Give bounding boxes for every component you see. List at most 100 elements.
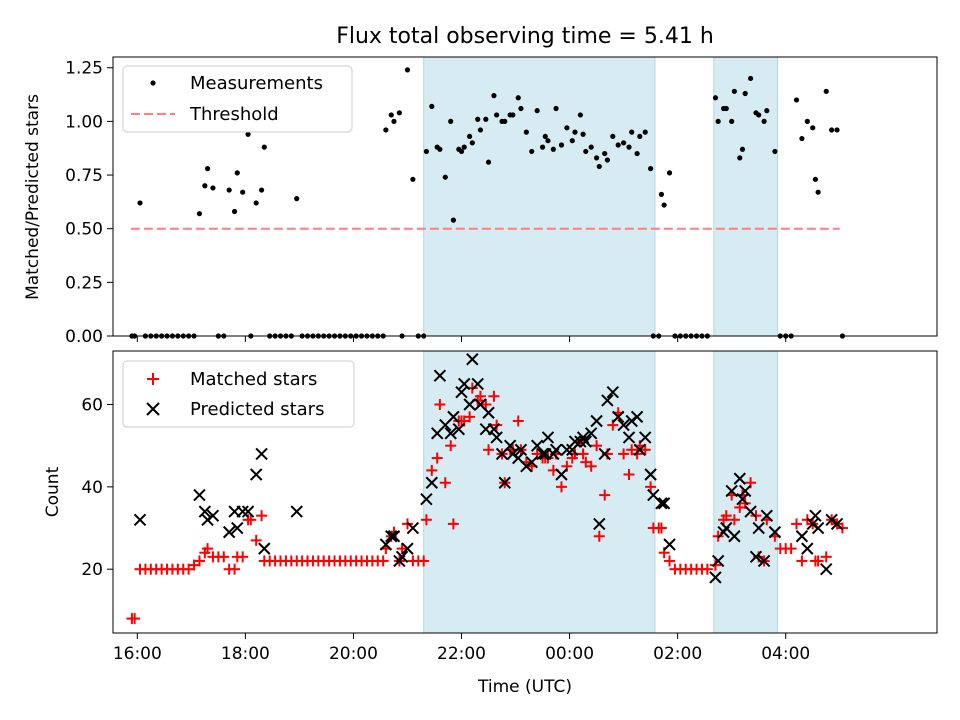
- measurement-point: [234, 170, 240, 176]
- measurement-point: [661, 202, 667, 208]
- predicted-star-point: [811, 521, 825, 535]
- measurement-point: [494, 112, 500, 118]
- matched-star-point: [474, 390, 486, 402]
- top-y-ticks: 0.00 0.25 0.50 0.75 1.00 1.25: [65, 59, 113, 347]
- predicted-star-point: [385, 530, 398, 543]
- measurement-point: [461, 144, 467, 150]
- measurement-point: [396, 110, 402, 116]
- measurement-point: [458, 148, 465, 155]
- predicted-star-point: [606, 385, 620, 399]
- x-axis-label: Time (UTC): [477, 677, 572, 697]
- predicted-star-point: [549, 443, 563, 457]
- measurement-point: [799, 135, 805, 142]
- predicted-star-point: [725, 484, 738, 498]
- predicted-star-point: [236, 505, 249, 518]
- measurement-point: [469, 140, 475, 146]
- y-tick-label: 1.25: [65, 59, 103, 79]
- predicted-star-point: [255, 447, 268, 461]
- top-legend: Measurements Threshold: [122, 65, 353, 133]
- measurement-point: [545, 138, 551, 144]
- bottom-shaded-region-0: [423, 350, 656, 634]
- predicted-star-point: [487, 423, 501, 436]
- x-tick-label: 00:00: [545, 644, 594, 664]
- matched-star-point: [796, 555, 808, 567]
- matched-star-point: [585, 460, 597, 472]
- measurement-point: [204, 166, 211, 172]
- measurement-point: [723, 105, 729, 112]
- matched-star-point: [639, 444, 651, 456]
- predicted-star-point: [760, 509, 774, 522]
- predicted-star-point: [795, 530, 809, 543]
- predicted-star-point: [258, 542, 271, 555]
- measurement-point: [580, 131, 586, 137]
- matched-star-point: [464, 411, 476, 423]
- matched-star-point: [377, 555, 389, 567]
- predicted-star-point: [611, 410, 625, 424]
- measurement-point: [210, 185, 216, 191]
- measurement-point: [294, 196, 300, 202]
- matched-star-point: [250, 534, 262, 546]
- measurement-point: [196, 211, 203, 217]
- top-shaded-region-1: [713, 56, 779, 337]
- x-tick-label: 22:00: [437, 644, 486, 664]
- y-tick-label: 0.00: [65, 327, 103, 347]
- bottom-legend-box: [122, 360, 355, 428]
- measurement-point: [593, 155, 600, 161]
- measurement-point: [729, 118, 735, 124]
- top-x-ticks: [136, 336, 787, 342]
- matched-star-point: [720, 510, 732, 522]
- measurement-point: [812, 176, 819, 182]
- bottom-shaded-regions: [423, 350, 779, 634]
- matched-star-point: [483, 444, 495, 456]
- predicted-star-point: [514, 443, 528, 457]
- matched-star-point: [218, 551, 230, 563]
- predicted-star-point: [736, 492, 749, 506]
- measurement-point: [588, 144, 594, 150]
- measurement-point: [739, 146, 746, 152]
- measurement-point: [731, 88, 737, 94]
- predicted-star-point: [601, 394, 614, 407]
- measurement-point: [558, 142, 565, 148]
- top-measurement-points: [129, 67, 846, 339]
- predicted-star-point: [525, 455, 538, 469]
- predicted-star-point: [579, 435, 592, 448]
- matched-star-point: [439, 477, 451, 489]
- matched-star-point: [623, 469, 635, 481]
- measurement-point: [231, 208, 238, 215]
- predicted-star-point: [406, 521, 420, 535]
- measurement-point: [572, 129, 578, 135]
- measurement-point: [261, 144, 267, 150]
- measurement-point: [510, 112, 516, 118]
- matched-star-point: [447, 518, 459, 530]
- measurement-point: [610, 133, 616, 140]
- measurement-point: [226, 187, 232, 193]
- matched-star-point: [434, 399, 446, 411]
- predicted-star-point: [420, 492, 433, 506]
- measurement-point: [823, 88, 829, 94]
- matched-star-point: [785, 543, 797, 555]
- predicted-star-point: [738, 484, 752, 498]
- matched-star-point: [245, 514, 257, 526]
- predicted-star-point: [655, 497, 668, 510]
- matched-star-point: [645, 481, 657, 493]
- matched-star-point: [480, 399, 492, 411]
- predicted-star-point: [663, 538, 676, 551]
- y-tick-label: 60: [81, 396, 103, 416]
- legend-measurements-marker: [150, 80, 156, 86]
- predicted-star-point: [498, 476, 511, 489]
- measurement-point: [523, 129, 529, 135]
- top-y-axis-label: Matched/Predicted stars: [23, 94, 43, 300]
- matched-star-point: [593, 530, 605, 542]
- y-tick-label: 0.25: [65, 273, 103, 293]
- measurement-point: [491, 93, 497, 99]
- measurement-point: [404, 67, 411, 73]
- matched-star-point: [709, 559, 721, 571]
- predicted-star-point: [617, 418, 630, 432]
- measurement-point: [553, 105, 559, 112]
- matched-star-point: [631, 448, 643, 460]
- matched-star-point: [193, 555, 205, 567]
- measurement-point: [137, 200, 143, 206]
- matched-star-point: [396, 543, 408, 555]
- measurement-point: [515, 95, 521, 101]
- measurement-point: [550, 146, 556, 152]
